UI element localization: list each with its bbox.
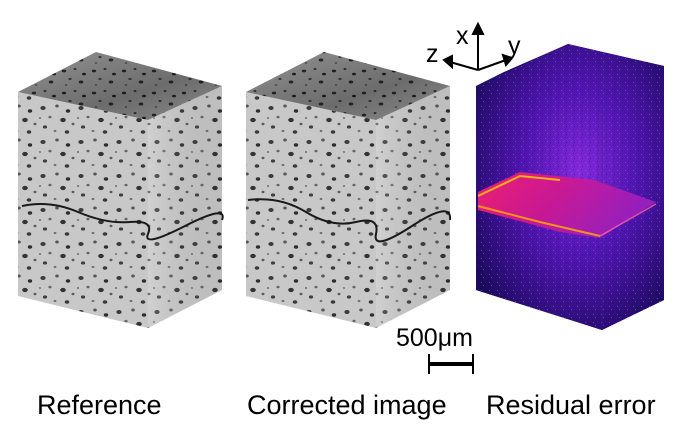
residual-volume [476,44,664,330]
caption-reference: Reference [37,390,162,420]
axis-x-label: x [456,22,469,50]
scale-bar-icon [428,354,474,374]
axis-y-label: y [508,32,521,60]
reference-volume [18,52,224,328]
axis-z-label: z [426,40,439,68]
caption-residual: Residual error [486,390,656,420]
axis-arrows-icon [442,21,514,71]
residual-crack-plane [478,172,656,238]
scale-bar-label: 500μm [396,324,473,352]
caption-corrected: Corrected image [247,390,447,420]
corrected-volume [246,52,452,328]
